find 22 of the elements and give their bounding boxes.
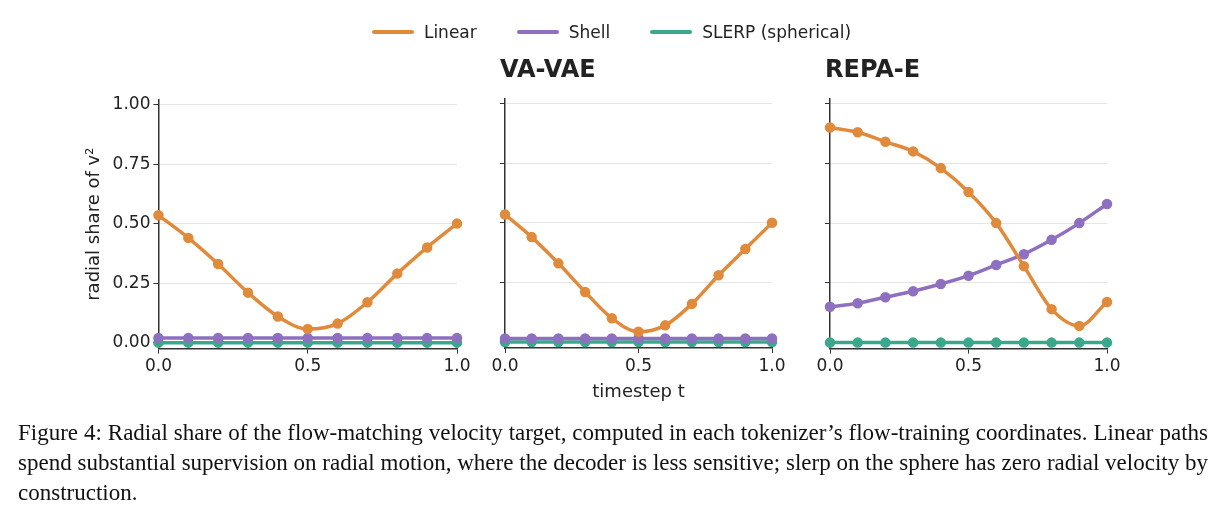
x-tick-label: 0.0 xyxy=(144,355,172,376)
x-tick-label: 0.5 xyxy=(294,355,322,376)
x-tick-label: 0.0 xyxy=(816,355,844,376)
x-tick-label: 1.0 xyxy=(1093,355,1121,376)
x-tick-label: 1.0 xyxy=(443,355,471,376)
legend-label: Shell xyxy=(568,22,611,42)
y-tick-label: 0.00 xyxy=(112,331,151,352)
legend-label: SLERP (spherical) xyxy=(702,22,852,42)
x-tick-label: 0.5 xyxy=(954,355,983,376)
chart-title: VA-VAE xyxy=(500,54,596,83)
x-tick-label: 0.5 xyxy=(624,354,653,375)
y-tick-label: 0.25 xyxy=(112,271,151,292)
y-tick-label: 0.75 xyxy=(112,152,151,173)
legend-label: Linear xyxy=(423,22,477,42)
x-axis-title: timestep t xyxy=(592,379,685,401)
caption: Figure 4: Radial share of the flow-matching velocity target, computed in each tokenizer’s flow-training coordinates. Linear paths spend substantial supervision on radial motion, where the decoder is less sensitive; slerp on the sphere has zero radial velocity by construction. xyxy=(18,419,1208,507)
y-axis-title: radial share of v² xyxy=(82,147,104,301)
y-tick-label: 0.50 xyxy=(112,212,151,233)
y-tick-label: 1.00 xyxy=(112,92,151,113)
x-tick-label: 1.0 xyxy=(758,354,786,375)
chart-title: REPA-E xyxy=(825,54,921,83)
x-tick-label: 0.0 xyxy=(491,354,519,375)
